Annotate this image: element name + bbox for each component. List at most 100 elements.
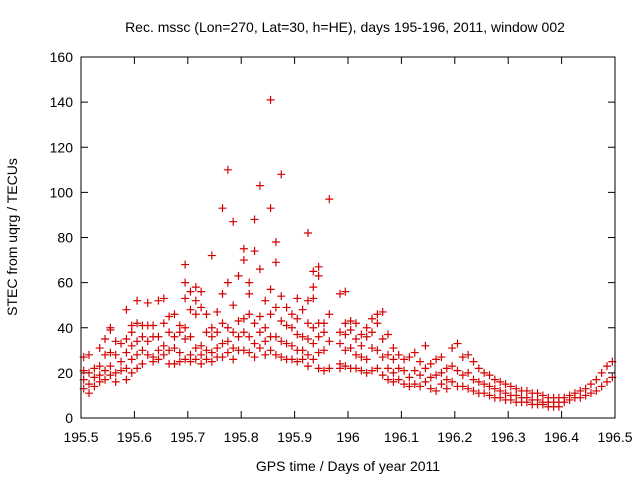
data-point bbox=[576, 386, 585, 395]
data-point bbox=[389, 377, 398, 386]
data-point bbox=[197, 303, 206, 312]
data-point bbox=[239, 314, 248, 323]
data-point bbox=[405, 382, 414, 391]
data-point bbox=[554, 402, 563, 411]
data-point bbox=[416, 382, 425, 391]
data-point bbox=[384, 350, 393, 359]
data-point bbox=[245, 348, 254, 357]
data-point bbox=[335, 289, 344, 298]
data-point bbox=[277, 337, 286, 346]
data-point bbox=[474, 377, 483, 386]
data-point bbox=[239, 346, 248, 355]
data-point bbox=[453, 366, 462, 375]
x-tick-label: 195.9 bbox=[277, 429, 312, 445]
data-point bbox=[90, 364, 99, 373]
data-point bbox=[319, 346, 328, 355]
data-point bbox=[277, 292, 286, 301]
data-point bbox=[325, 364, 334, 373]
data-point bbox=[122, 375, 131, 384]
data-point bbox=[501, 389, 510, 398]
data-point bbox=[453, 339, 462, 348]
data-point bbox=[400, 380, 409, 389]
data-point bbox=[127, 355, 136, 364]
data-point bbox=[223, 337, 232, 346]
data-point bbox=[117, 357, 126, 366]
data-point bbox=[314, 348, 323, 357]
data-point bbox=[245, 332, 254, 341]
data-point bbox=[197, 341, 206, 350]
data-point bbox=[581, 391, 590, 400]
data-point bbox=[458, 382, 467, 391]
x-tick-label: 196.3 bbox=[491, 429, 526, 445]
data-point bbox=[362, 368, 371, 377]
data-point bbox=[512, 384, 521, 393]
data-point bbox=[352, 335, 361, 344]
data-point bbox=[597, 382, 606, 391]
data-point bbox=[223, 348, 232, 357]
data-point bbox=[207, 357, 216, 366]
data-point bbox=[501, 380, 510, 389]
data-point bbox=[234, 271, 243, 280]
data-point bbox=[266, 204, 275, 213]
data-point bbox=[229, 344, 238, 353]
data-point bbox=[464, 384, 473, 393]
data-point bbox=[271, 238, 280, 247]
data-point bbox=[95, 371, 104, 380]
data-point bbox=[127, 328, 136, 337]
data-point bbox=[133, 337, 142, 346]
y-tick-label: 120 bbox=[50, 139, 74, 155]
data-point bbox=[127, 321, 136, 330]
data-point bbox=[298, 355, 307, 364]
x-axis-label: GPS time / Days of year 2011 bbox=[256, 458, 440, 474]
data-point bbox=[250, 353, 259, 362]
data-point bbox=[421, 377, 430, 386]
data-point bbox=[234, 332, 243, 341]
data-point bbox=[181, 335, 190, 344]
data-point bbox=[170, 359, 179, 368]
data-point bbox=[261, 337, 270, 346]
data-point bbox=[303, 335, 312, 344]
data-point bbox=[437, 353, 446, 362]
data-point bbox=[522, 386, 531, 395]
data-point bbox=[250, 215, 259, 224]
data-point bbox=[437, 380, 446, 389]
data-point bbox=[469, 386, 478, 395]
data-point bbox=[314, 364, 323, 373]
data-point bbox=[464, 350, 473, 359]
data-point bbox=[341, 330, 350, 339]
data-point bbox=[170, 344, 179, 353]
data-point bbox=[85, 368, 94, 377]
data-point bbox=[389, 355, 398, 364]
data-point bbox=[405, 353, 414, 362]
data-point bbox=[175, 357, 184, 366]
data-point bbox=[165, 328, 174, 337]
data-point bbox=[261, 323, 270, 332]
data-point bbox=[213, 307, 222, 316]
data-point bbox=[271, 303, 280, 312]
data-point bbox=[191, 310, 200, 319]
data-point bbox=[522, 398, 531, 407]
data-point bbox=[143, 337, 152, 346]
data-point bbox=[85, 389, 94, 398]
data-point bbox=[106, 362, 115, 371]
data-point bbox=[245, 289, 254, 298]
data-point bbox=[341, 362, 350, 371]
data-point bbox=[357, 341, 366, 350]
data-point bbox=[181, 294, 190, 303]
data-point bbox=[255, 181, 264, 190]
data-point bbox=[85, 350, 94, 359]
data-point bbox=[266, 95, 275, 104]
data-point bbox=[303, 319, 312, 328]
data-point bbox=[410, 348, 419, 357]
data-point bbox=[597, 368, 606, 377]
data-point bbox=[239, 328, 248, 337]
data-point bbox=[255, 312, 264, 321]
data-point bbox=[106, 348, 115, 357]
data-point bbox=[133, 319, 142, 328]
x-tick-label: 195.7 bbox=[170, 429, 205, 445]
data-point bbox=[111, 337, 120, 346]
data-point bbox=[127, 368, 136, 377]
data-point bbox=[106, 371, 115, 380]
data-point bbox=[378, 353, 387, 362]
data-point bbox=[239, 256, 248, 265]
